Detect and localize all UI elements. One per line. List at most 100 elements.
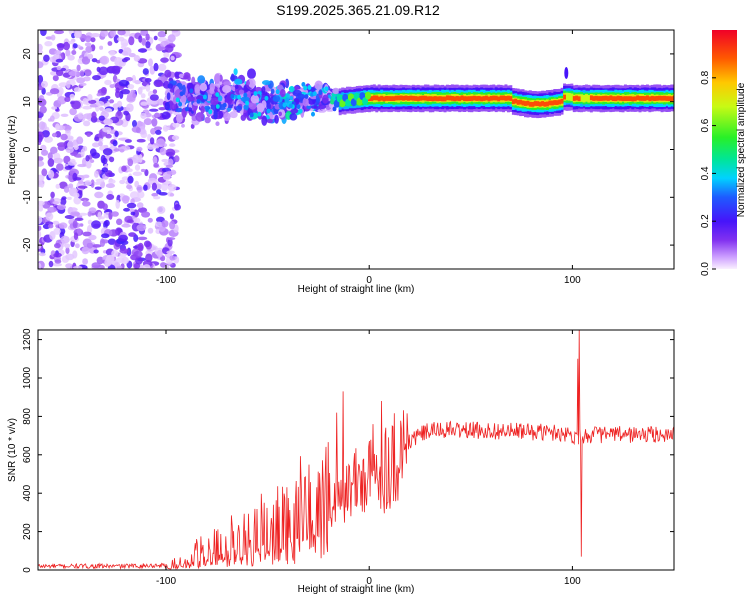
heatmap-cell (72, 220, 78, 229)
heatmap-cell (240, 96, 250, 102)
heatmap-cell (106, 194, 115, 200)
heatmap-cell (47, 158, 55, 167)
heatmap-cell (69, 93, 75, 99)
heatmap-cell (159, 147, 167, 156)
heatmap-cell (136, 224, 147, 232)
heatmap-cell (107, 41, 113, 46)
heatmap-cell (164, 102, 170, 111)
heatmap-cell (133, 250, 143, 258)
colorbar-tick-label: 0.2 (700, 214, 711, 228)
heatmap-cell (240, 114, 246, 121)
heatmap-y-ticks: -20 -10 0 10 20 (22, 48, 674, 252)
heatmap-cell (43, 54, 50, 62)
heatmap-cell (137, 236, 148, 241)
heatmap-cell (419, 95, 423, 101)
heatmap-cell (54, 243, 61, 249)
heatmap-cell (61, 196, 67, 200)
heatmap-cell (181, 123, 185, 128)
heatmap-cell (121, 223, 131, 228)
heatmap-cell (222, 102, 227, 108)
heatmap-cell (580, 94, 583, 102)
heatmap-cell (38, 200, 45, 206)
heatmap-cell (121, 165, 127, 172)
heatmap-cell (77, 185, 88, 189)
snr-y-tick-label: 400 (22, 484, 33, 501)
heatmap-cell (372, 95, 376, 101)
heatmap-cell (145, 253, 153, 263)
heatmap-cell (129, 208, 135, 213)
heatmap-cell (533, 101, 537, 106)
heatmap-cell (132, 93, 137, 99)
heatmap-cell (638, 96, 642, 101)
heatmap-cell (56, 204, 66, 211)
heatmap-cell (670, 96, 674, 102)
heatmap-cell (38, 74, 44, 84)
heatmap-cell (266, 101, 271, 111)
heatmap-cell (104, 79, 112, 86)
heatmap-cell (475, 96, 479, 101)
heatmap-cell (626, 96, 630, 101)
snr-x-tick-label: -100 (156, 576, 176, 587)
snr-panel: -100 0 100 0 200 400 600 800 1000 1200 Height of… (7, 328, 675, 595)
heatmap-cell (99, 106, 104, 111)
heatmap-cell (199, 103, 206, 107)
heatmap-cell (421, 95, 425, 101)
heatmap-cell (113, 34, 120, 44)
heatmap-cell (53, 227, 61, 235)
colorbar-tick-label: 0.4 (700, 166, 711, 180)
snr-x-ticks: -100 0 100 (156, 330, 581, 587)
heatmap-cell (152, 156, 158, 165)
heatmap-cell (91, 58, 98, 63)
heatmap-cell (191, 76, 196, 85)
heatmap-cell (587, 95, 591, 103)
heatmap-cell (324, 86, 329, 92)
heatmap-cell (553, 100, 557, 105)
heatmap-cell (175, 97, 180, 103)
heatmap-cell (560, 98, 564, 104)
heatmap-cell (163, 126, 170, 131)
heatmap-cell (94, 170, 99, 178)
heatmap-cell (151, 192, 159, 197)
heatmap-cell (663, 95, 666, 101)
heatmap-cell (38, 156, 44, 162)
colorbar-ticks: 0.0 0.2 0.4 0.6 0.8 (700, 70, 716, 276)
heatmap-cell (160, 57, 169, 63)
heatmap-cell (450, 96, 454, 101)
heatmap-cell (136, 146, 143, 152)
heatmap-cell (75, 243, 80, 249)
heatmap-cell (153, 62, 159, 72)
heatmap-cell (585, 94, 588, 102)
heatmap-cell (97, 211, 102, 220)
heatmap-cell (463, 96, 466, 101)
heatmap-cell (38, 180, 43, 188)
heatmap-cell (111, 211, 119, 217)
heatmap-cell (243, 92, 248, 98)
heatmap-cell (58, 222, 68, 229)
heatmap-cell (489, 95, 493, 101)
heatmap-cell (126, 168, 133, 173)
heatmap-cell (521, 100, 525, 106)
heatmap-cell (416, 96, 420, 102)
heatmap-cell (153, 126, 163, 131)
heatmap-cell (81, 246, 90, 255)
heatmap-y-tick-label: 10 (22, 96, 33, 108)
heatmap-cell (174, 71, 180, 78)
heatmap-cell (172, 96, 178, 105)
heatmap-x-ticks: -100 0 100 (156, 30, 581, 286)
heatmap-cell (73, 196, 82, 205)
heatmap-cell (238, 89, 245, 95)
heatmap-cell (567, 93, 571, 101)
heatmap-cell (63, 186, 70, 193)
heatmap-cell (189, 88, 194, 94)
heatmap-y-axis-label: Frequency (Hz) (7, 116, 18, 185)
heatmap-cell (151, 182, 157, 191)
heatmap-cell (83, 120, 91, 127)
heatmap-cell (146, 144, 156, 150)
heatmap-cell (465, 96, 469, 102)
heatmap-cell (266, 118, 274, 124)
heatmap-cell (502, 95, 505, 101)
heatmap-cell (606, 96, 610, 101)
heatmap-cell (458, 96, 462, 102)
heatmap-cell (108, 179, 116, 185)
